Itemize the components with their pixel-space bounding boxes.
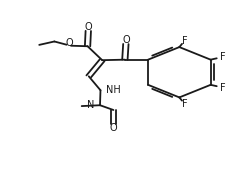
Text: F: F bbox=[220, 83, 226, 92]
Text: NH: NH bbox=[106, 85, 121, 95]
Text: O: O bbox=[122, 35, 130, 45]
Text: N: N bbox=[87, 100, 95, 109]
Text: F: F bbox=[182, 36, 188, 46]
Text: O: O bbox=[85, 22, 92, 31]
Text: F: F bbox=[220, 52, 226, 62]
Text: O: O bbox=[65, 38, 73, 48]
Text: F: F bbox=[182, 99, 188, 109]
Text: O: O bbox=[110, 123, 117, 133]
